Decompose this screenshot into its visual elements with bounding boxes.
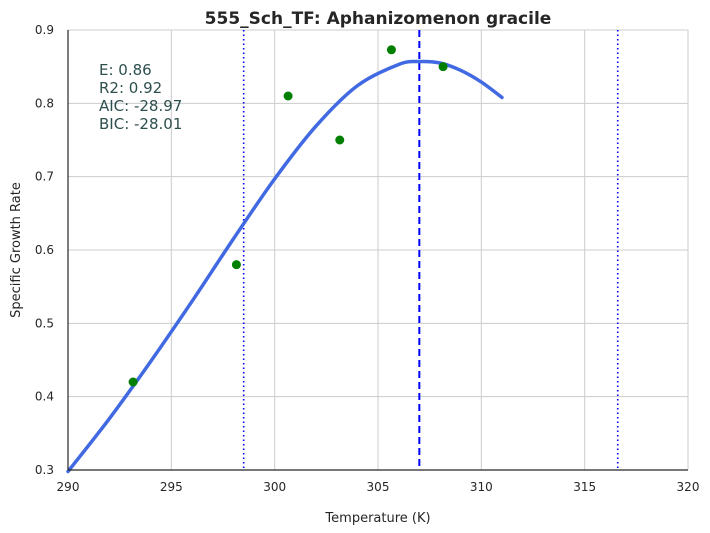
stat-r2: R2: 0.92 [99, 79, 162, 97]
data-point [283, 91, 293, 101]
y-tick-label: 0.6 [35, 243, 54, 257]
y-tick-label: 0.4 [35, 390, 54, 404]
stat-bic: BIC: -28.01 [99, 115, 182, 133]
y-axis-label: Specific Growth Rate [9, 182, 24, 318]
data-point [386, 45, 396, 55]
reference-lines [242, 30, 619, 470]
stat-aic: AIC: -28.97 [99, 97, 182, 115]
x-axis-label: Temperature (K) [324, 511, 430, 526]
x-tick-label: 290 [57, 480, 80, 494]
data-point [128, 377, 138, 387]
data-points [128, 45, 448, 387]
fit-curve-line [66, 59, 504, 474]
x-tick-label: 295 [160, 480, 183, 494]
y-tick-label: 0.3 [35, 463, 54, 477]
data-point [231, 260, 241, 270]
y-tick-label: 0.7 [35, 170, 54, 184]
x-tick-label: 305 [367, 480, 390, 494]
y-tick-label: 0.5 [35, 316, 54, 330]
x-tick-label: 310 [470, 480, 493, 494]
chart-title: 555_Sch_TF: Aphanizomenon gracile [205, 9, 552, 29]
tick-labels: 290 295 300 305 310 315 320 0.3 0.4 0.5 0.6 0.7 0.8 0… [35, 23, 700, 494]
data-point [335, 135, 345, 145]
stat-e: E: 0.86 [99, 61, 152, 79]
y-tick-label: 0.8 [35, 96, 54, 110]
axes-spines [67, 30, 688, 471]
fit-statistics: E: 0.86 R2: 0.92 AIC: -28.97 BIC: -28.01 [99, 61, 182, 133]
data-point [438, 62, 448, 72]
fitted-curve [66, 59, 504, 474]
y-tick-label: 0.9 [35, 23, 54, 37]
x-tick-label: 315 [573, 480, 596, 494]
x-tick-label: 300 [263, 480, 286, 494]
x-tick-label: 320 [677, 480, 700, 494]
grid-lines [67, 29, 689, 471]
